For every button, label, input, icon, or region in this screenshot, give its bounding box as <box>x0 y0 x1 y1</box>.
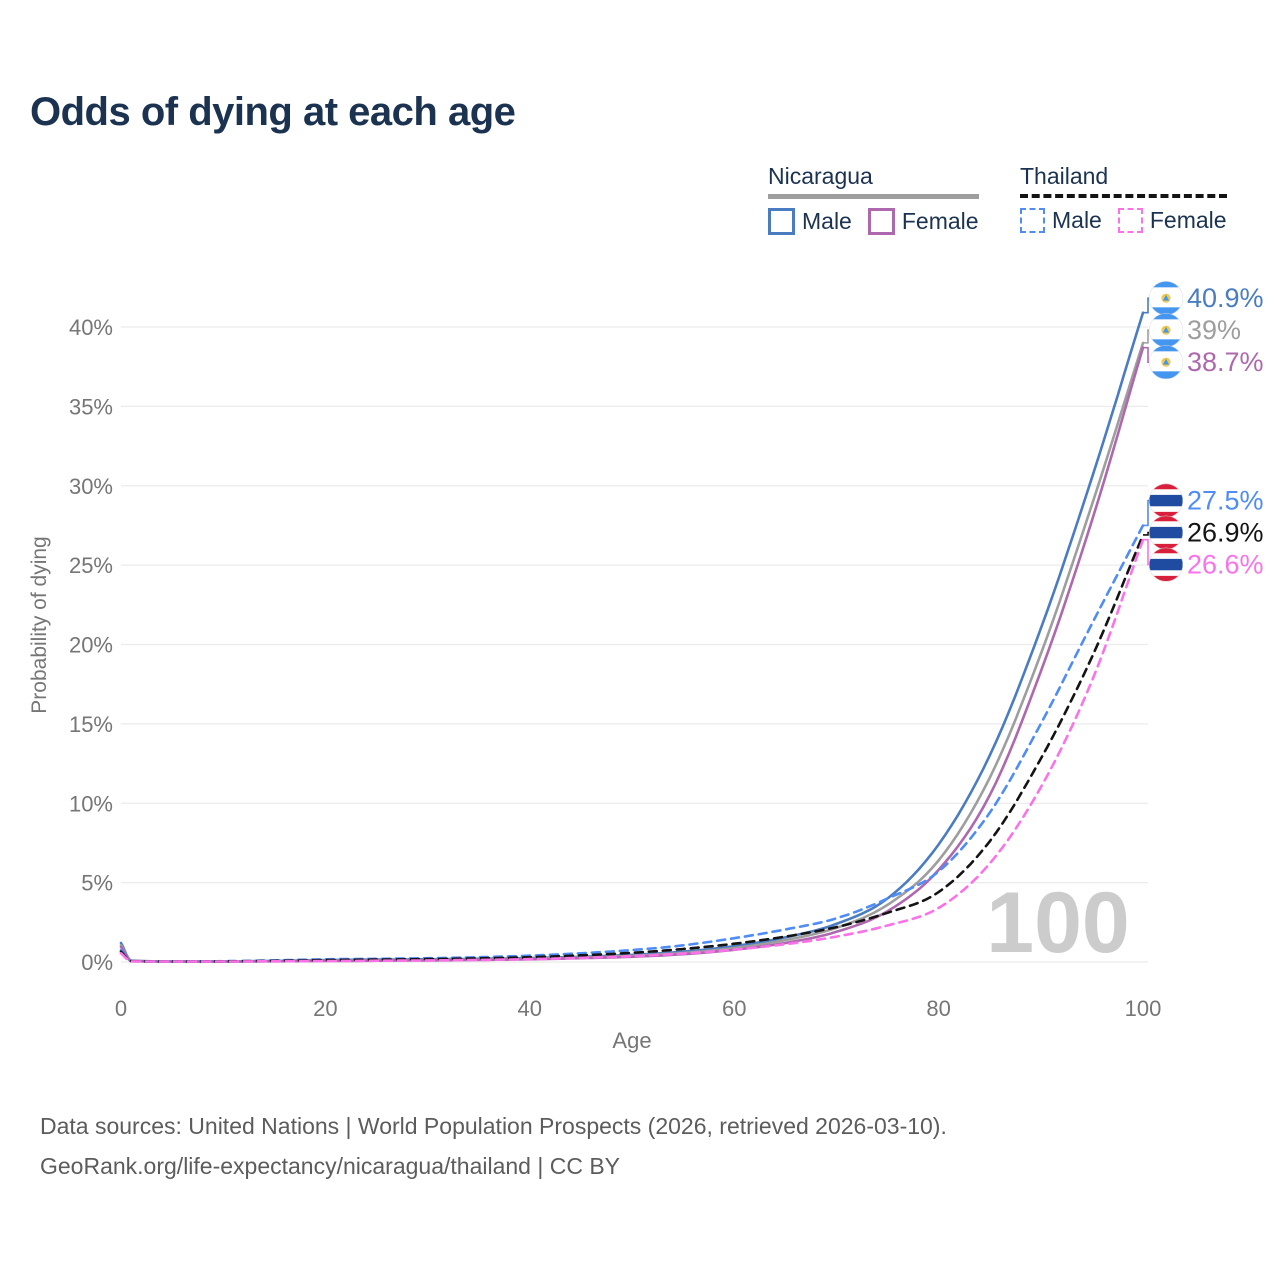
flag-icon-thailand-male <box>1149 483 1183 518</box>
legend-item-nicaragua-male[interactable]: Male <box>768 208 852 235</box>
legend-checkbox-nicaragua-female[interactable] <box>867 208 895 235</box>
flag-icon-nicaragua-both-sexes <box>1149 313 1183 348</box>
legend-item-label: Female <box>1149 207 1227 233</box>
page-title: Odds of dying at each age <box>30 90 516 134</box>
age-watermark: 100 <box>986 875 1130 971</box>
x-tick-100: 100 <box>1125 996 1162 1021</box>
y-tick-10: 10% <box>69 791 113 816</box>
y-tick-15: 15% <box>69 712 113 737</box>
flag-icon-thailand-both-sexes <box>1149 515 1183 550</box>
y-tick-30: 30% <box>69 474 113 499</box>
legend-checkbox-thailand-female[interactable] <box>1117 208 1143 233</box>
x-tick-20: 20 <box>313 996 337 1021</box>
x-tick-80: 80 <box>926 996 950 1021</box>
legend-country-linestyle-nicaragua <box>768 194 979 199</box>
line-nicaragua-male[interactable] <box>119 311 1145 963</box>
legend-group-nicaragua: Nicaragua Male Female <box>768 163 979 235</box>
x-tick-60: 60 <box>722 996 746 1021</box>
flag-icon-nicaragua-female <box>1149 345 1183 380</box>
end-label-thailand-both-sexes: 26.9% <box>1187 518 1264 548</box>
end-label-thailand-male: 27.5% <box>1187 486 1264 516</box>
legend-item-thailand-female[interactable]: Female <box>1117 207 1227 234</box>
x-axis-label: Age <box>612 1028 651 1053</box>
footer: Data sources: United Nations | World Pop… <box>40 1106 947 1186</box>
legend-checkbox-nicaragua-male[interactable] <box>768 208 795 235</box>
y-tick-35: 35% <box>69 394 113 419</box>
x-tick-40: 40 <box>518 996 542 1021</box>
y-tick-5: 5% <box>81 871 113 896</box>
legend-country-label-thailand: Thailand <box>1020 163 1109 189</box>
y-tick-0: 0% <box>81 950 113 975</box>
line-nicaragua-both-sexes[interactable] <box>119 341 1145 963</box>
y-axis-label: Probability of dying <box>28 536 51 713</box>
end-label-nicaragua-male: 40.9% <box>1187 283 1264 313</box>
end-label-thailand-female: 26.6% <box>1187 550 1264 580</box>
line-nicaragua-female[interactable] <box>119 346 1145 963</box>
end-label-nicaragua-both-sexes: 39% <box>1187 315 1241 345</box>
legend: Nicaragua Male Female Thailand Male <box>0 0 1280 250</box>
line-thailand-female[interactable] <box>119 538 1145 963</box>
flag-icon-thailand-female <box>1149 547 1183 582</box>
legend-item-label: Male <box>1052 207 1102 233</box>
footer-attribution: GeoRank.org/life-expectancy/nicaragua/th… <box>40 1153 621 1179</box>
legend-item-label: Female <box>901 208 979 234</box>
legend-checkbox-thailand-male[interactable] <box>1020 208 1045 233</box>
x-tick-0: 0 <box>115 996 127 1021</box>
footer-data-sources: Data sources: United Nations | World Pop… <box>40 1113 947 1139</box>
legend-country-linestyle-thailand <box>1020 194 1227 198</box>
legend-group-thailand: Thailand Male Female <box>1020 163 1227 234</box>
legend-item-thailand-male[interactable]: Male <box>1020 207 1102 234</box>
y-tick-20: 20% <box>69 633 113 658</box>
legend-item-label: Male <box>802 208 852 234</box>
legend-item-nicaragua-female[interactable]: Female <box>867 208 979 235</box>
end-label-nicaragua-female: 38.7% <box>1187 347 1264 377</box>
flag-icon-nicaragua-male <box>1149 281 1183 316</box>
y-tick-25: 25% <box>69 553 113 578</box>
y-tick-40: 40% <box>69 315 113 340</box>
legend-country-label-nicaragua: Nicaragua <box>768 163 873 189</box>
